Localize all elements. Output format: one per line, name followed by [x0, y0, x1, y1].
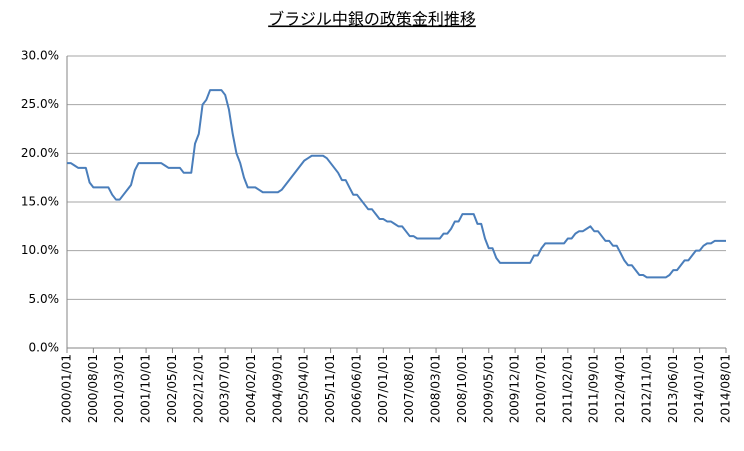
x-tick-label: 2014/01/01	[692, 354, 706, 423]
x-tick-label: 2001/10/01	[139, 354, 153, 423]
x-tick-label: 2009/12/01	[508, 354, 522, 423]
x-tick-label: 2000/01/01	[60, 354, 74, 423]
chart-title: ブラジル中銀の政策金利推移	[268, 10, 476, 29]
y-tick-label: 15.0%	[21, 195, 59, 209]
x-tick-label: 2014/08/01	[719, 354, 733, 423]
x-tick-label: 2002/12/01	[191, 354, 205, 423]
x-tick-label: 2011/09/01	[587, 354, 601, 423]
x-tick-label: 2005/11/01	[323, 354, 337, 423]
x-tick-label: 2003/07/01	[218, 354, 232, 423]
x-tick-label: 2012/11/01	[639, 354, 653, 423]
x-tick-label: 2007/08/01	[402, 354, 416, 423]
x-tick-label: 2009/05/01	[481, 354, 495, 423]
x-tick-label: 2006/06/01	[349, 354, 363, 423]
y-tick-label: 30.0%	[21, 49, 59, 63]
series-line	[67, 89, 726, 279]
x-tick-label: 2004/09/01	[270, 354, 284, 423]
x-tick-label: 2010/07/01	[534, 354, 548, 423]
y-tick-label: 10.0%	[21, 243, 59, 257]
y-tick-label: 0.0%	[29, 341, 60, 355]
x-tick-label: 2005/04/01	[297, 354, 311, 423]
y-tick-label: 20.0%	[21, 146, 59, 160]
x-tick-label: 2000/08/01	[86, 354, 100, 423]
x-tick-label: 2002/05/01	[165, 354, 179, 423]
x-tick-label: 2004/02/01	[244, 354, 258, 423]
x-tick-label: 2008/10/01	[455, 354, 469, 423]
x-tick-label: 2007/01/01	[376, 354, 390, 423]
y-tick-label: 25.0%	[21, 97, 59, 111]
x-tick-label: 2013/06/01	[666, 354, 680, 423]
x-tick-label: 2008/03/01	[429, 354, 443, 423]
x-tick-label: 2001/03/01	[112, 354, 126, 423]
y-tick-label: 5.0%	[29, 292, 60, 306]
x-tick-label: 2012/04/01	[613, 354, 627, 423]
x-tick-label: 2011/02/01	[560, 354, 574, 423]
